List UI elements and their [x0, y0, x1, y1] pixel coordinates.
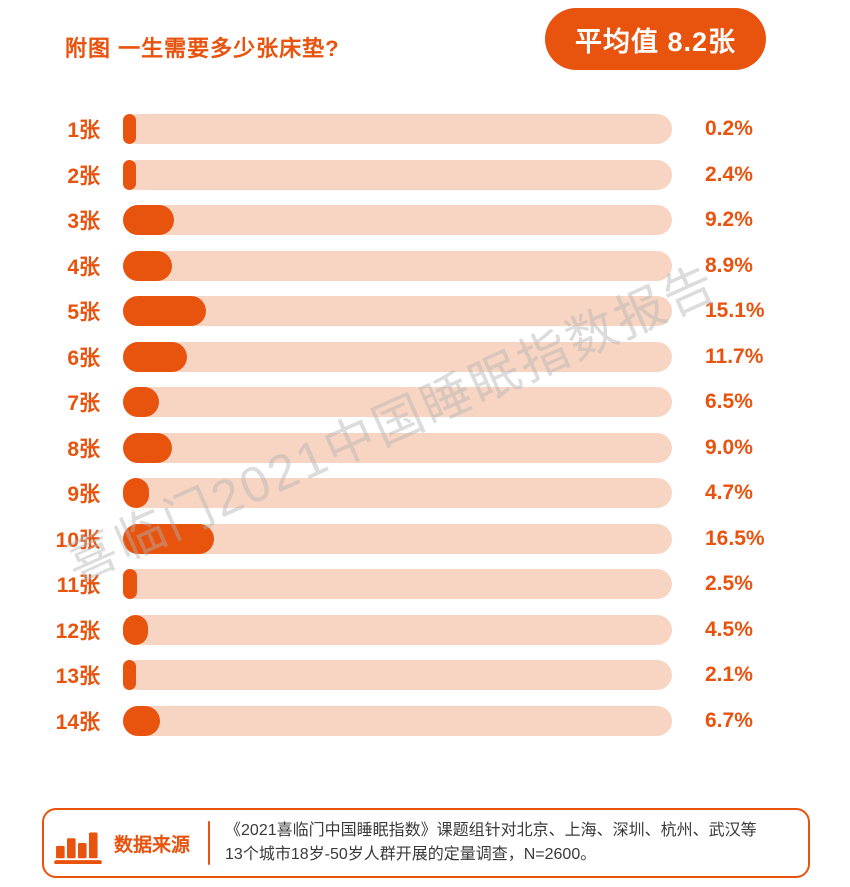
bar-row: 7张 6.5% — [0, 387, 850, 417]
bar-fill — [123, 250, 172, 281]
bar-fill — [123, 341, 188, 372]
bar-row: 13张 2.1% — [0, 660, 850, 690]
bar-category-label: 14张 — [55, 710, 100, 734]
bar-track — [123, 705, 672, 736]
bar-value-label: 2.5% — [705, 572, 753, 595]
bar-value-label: 4.5% — [705, 617, 753, 641]
bar-value-label: 2.1% — [705, 663, 753, 686]
bar-track — [123, 432, 672, 463]
bar-category-label: 11张 — [56, 574, 100, 597]
bar-track — [123, 478, 672, 508]
bar-row: 6张 11.7% — [0, 341, 850, 372]
average-value-label: 平均值 8.2张 — [575, 26, 737, 57]
bar-track — [123, 569, 672, 599]
data-source-box: 数据来源 《2021喜临门中国睡眠指数》课题组针对北京、上海、深圳、杭州、武汉等… — [42, 808, 810, 878]
bar-fill — [123, 159, 137, 190]
bar-row: 2张 2.4% — [0, 159, 850, 190]
bar-value-label: 8.9% — [705, 253, 753, 277]
bar-row: 12张 4.5% — [0, 614, 850, 645]
bar-track — [123, 387, 672, 417]
bar-track — [123, 296, 672, 326]
bar-fill — [123, 614, 148, 645]
bar-track — [123, 159, 672, 190]
bar-category-label: 6张 — [67, 346, 100, 370]
bar-category-label: 7张 — [67, 392, 100, 415]
bar-row: 10张 16.5% — [0, 523, 850, 554]
divider — [208, 821, 211, 865]
bar-category-label: 9张 — [67, 483, 100, 506]
bar-value-label: 9.2% — [705, 208, 753, 231]
bar-category-label: 10张 — [55, 528, 100, 552]
bar-row: 4张 8.9% — [0, 250, 850, 281]
bar-fill — [123, 478, 149, 508]
bar-track — [123, 250, 672, 281]
bar-category-label: 12张 — [55, 619, 100, 643]
bar-value-label: 15.1% — [705, 299, 765, 322]
bar-category-label: 2张 — [67, 164, 100, 188]
bar-fill — [123, 705, 160, 736]
bar-fill — [123, 387, 159, 417]
data-source-line1: 《2021喜临门中国睡眠指数》课题组针对北京、上海、深圳、杭州、武汉等 — [225, 822, 757, 839]
bar-category-label: 1张 — [67, 119, 100, 142]
bar-category-label: 5张 — [67, 301, 100, 324]
data-source-text: 《2021喜临门中国睡眠指数》课题组针对北京、上海、深圳、杭州、武汉等 13个城… — [225, 819, 757, 867]
bar-row: 9张 4.7% — [0, 478, 850, 508]
bar-row: 8张 9.0% — [0, 432, 850, 463]
average-value-badge: 平均值 8.2张 — [545, 8, 767, 70]
bar-row: 14张 6.7% — [0, 705, 850, 736]
bar-chart-icon — [54, 822, 102, 864]
bar-row: 5张 15.1% — [0, 296, 850, 326]
bar-track — [123, 523, 672, 554]
data-source-label: 数据来源 — [114, 834, 191, 856]
bar-category-label: 13张 — [55, 665, 100, 688]
bar-fill — [123, 660, 136, 690]
bar-fill — [123, 523, 214, 554]
bar-fill — [123, 432, 173, 463]
bar-value-label: 4.7% — [705, 481, 753, 504]
bar-value-label: 9.0% — [705, 435, 753, 459]
bar-value-label: 6.7% — [705, 708, 753, 732]
bar-value-label: 0.2% — [705, 117, 753, 140]
bar-category-label: 4张 — [67, 255, 100, 279]
bar-category-label: 3张 — [67, 210, 100, 233]
bar-value-label: 11.7% — [705, 344, 764, 368]
bar-row: 11张 2.5% — [0, 569, 850, 599]
bar-fill — [123, 205, 174, 235]
bar-track — [123, 614, 672, 645]
bar-value-label: 6.5% — [705, 390, 753, 413]
bar-chart: 1张 0.2% 2张 2.4% 3张 9.2% 4张 8.9% 5张 15.1% 6张 11.7% 7张… — [0, 114, 850, 751]
bar-value-label: 2.4% — [705, 162, 753, 186]
bar-track — [123, 660, 672, 690]
bar-row: 1张 0.2% — [0, 114, 850, 144]
bar-track — [123, 114, 672, 144]
bar-fill — [123, 296, 206, 326]
bar-row: 3张 9.2% — [0, 205, 850, 235]
data-source-line2: 13个城市18岁-50岁人群开展的定量调查，N=2600。 — [225, 846, 597, 863]
bar-fill — [123, 569, 137, 599]
bar-value-label: 16.5% — [705, 526, 765, 550]
bar-track — [123, 341, 672, 372]
bar-category-label: 8张 — [67, 437, 100, 461]
bar-fill — [123, 114, 136, 144]
bar-track — [123, 205, 672, 235]
page-title: 附图 一生需要多少张床垫? — [65, 36, 340, 61]
